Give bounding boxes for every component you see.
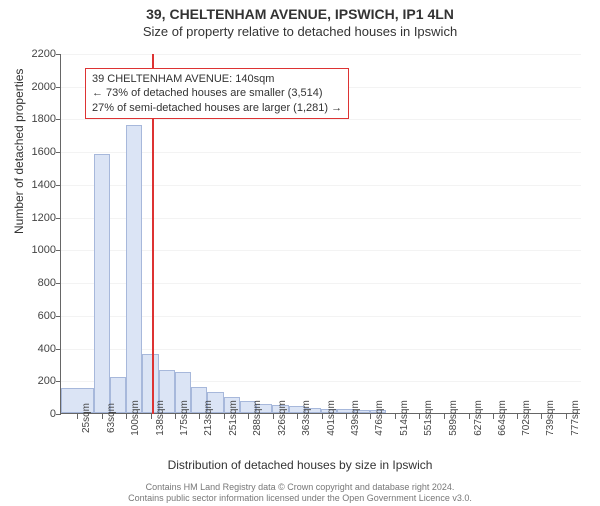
ytick-label: 400 <box>16 343 56 355</box>
ytick-mark <box>56 54 61 55</box>
xtick-label: 251sqm <box>228 400 239 436</box>
title-main: 39, CHELTENHAM AVENUE, IPSWICH, IP1 4LN <box>0 6 600 22</box>
xtick-label: 476sqm <box>374 400 385 436</box>
xtick-label: 175sqm <box>179 400 190 436</box>
ytick-label: 2000 <box>16 81 56 93</box>
gridline <box>61 119 581 120</box>
xtick-mark <box>493 414 494 419</box>
annotation-line: 39 CHELTENHAM AVENUE: 140sqm <box>92 72 342 86</box>
ytick-mark <box>56 185 61 186</box>
chart-area: 0200400600800100012001400160018002000220… <box>60 54 580 414</box>
ytick-mark <box>56 316 61 317</box>
xtick-mark <box>297 414 298 419</box>
ytick-label: 1600 <box>16 146 56 158</box>
ytick-label: 1000 <box>16 244 56 256</box>
xtick-mark <box>102 414 103 419</box>
xtick-mark <box>346 414 347 419</box>
xtick-mark <box>248 414 249 419</box>
ytick-label: 800 <box>16 277 56 289</box>
xtick-mark <box>224 414 225 419</box>
xtick-label: 326sqm <box>277 400 288 436</box>
footer-attribution: Contains HM Land Registry data © Crown c… <box>0 482 600 504</box>
xtick-label: 401sqm <box>326 400 337 436</box>
xtick-mark <box>469 414 470 419</box>
xtick-mark <box>370 414 371 419</box>
xtick-label: 514sqm <box>399 400 410 436</box>
annotation-line: 27% of semi-detached houses are larger (… <box>92 101 342 115</box>
annotation-line: ← 73% of detached houses are smaller (3,… <box>92 86 342 100</box>
xtick-mark <box>517 414 518 419</box>
xtick-label: 363sqm <box>301 400 312 436</box>
xtick-label: 589sqm <box>448 400 459 436</box>
ytick-mark <box>56 218 61 219</box>
xtick-mark <box>175 414 176 419</box>
footer-line1: Contains HM Land Registry data © Crown c… <box>0 482 600 493</box>
ytick-mark <box>56 283 61 284</box>
xtick-label: 702sqm <box>521 400 532 436</box>
xtick-mark <box>199 414 200 419</box>
xtick-label: 63sqm <box>106 403 117 433</box>
gridline <box>61 54 581 55</box>
xtick-mark <box>541 414 542 419</box>
xtick-label: 777sqm <box>570 400 581 436</box>
xtick-label: 213sqm <box>203 400 214 436</box>
footer-line2: Contains public sector information licen… <box>0 493 600 504</box>
xtick-label: 627sqm <box>473 400 484 436</box>
histogram-bar <box>94 154 110 413</box>
ytick-label: 600 <box>16 310 56 322</box>
xtick-mark <box>126 414 127 419</box>
annotation-box: 39 CHELTENHAM AVENUE: 140sqm← 73% of det… <box>85 68 349 119</box>
ytick-label: 200 <box>16 375 56 387</box>
title-sub: Size of property relative to detached ho… <box>0 24 600 39</box>
ytick-mark <box>56 414 61 415</box>
xtick-mark <box>566 414 567 419</box>
ytick-mark <box>56 349 61 350</box>
xtick-mark <box>419 414 420 419</box>
ytick-label: 1800 <box>16 113 56 125</box>
xtick-label: 664sqm <box>497 400 508 436</box>
ytick-label: 2200 <box>16 48 56 60</box>
xtick-label: 439sqm <box>350 400 361 436</box>
xtick-mark <box>444 414 445 419</box>
xtick-label: 739sqm <box>545 400 556 436</box>
xtick-label: 138sqm <box>155 400 166 436</box>
ytick-label: 1400 <box>16 179 56 191</box>
xtick-label: 551sqm <box>423 400 434 436</box>
xtick-mark <box>395 414 396 419</box>
ytick-label: 0 <box>16 408 56 420</box>
ytick-mark <box>56 87 61 88</box>
ytick-mark <box>56 152 61 153</box>
ytick-label: 1200 <box>16 212 56 224</box>
xtick-mark <box>322 414 323 419</box>
ytick-mark <box>56 119 61 120</box>
xtick-label: 288sqm <box>252 400 263 436</box>
xtick-mark <box>273 414 274 419</box>
xtick-label: 25sqm <box>81 403 92 433</box>
x-axis-title: Distribution of detached houses by size … <box>0 458 600 472</box>
xtick-mark <box>77 414 78 419</box>
xtick-label: 100sqm <box>130 400 141 436</box>
ytick-mark <box>56 250 61 251</box>
plot-region: 0200400600800100012001400160018002000220… <box>60 54 580 414</box>
ytick-mark <box>56 381 61 382</box>
histogram-bar <box>126 125 142 413</box>
xtick-mark <box>151 414 152 419</box>
